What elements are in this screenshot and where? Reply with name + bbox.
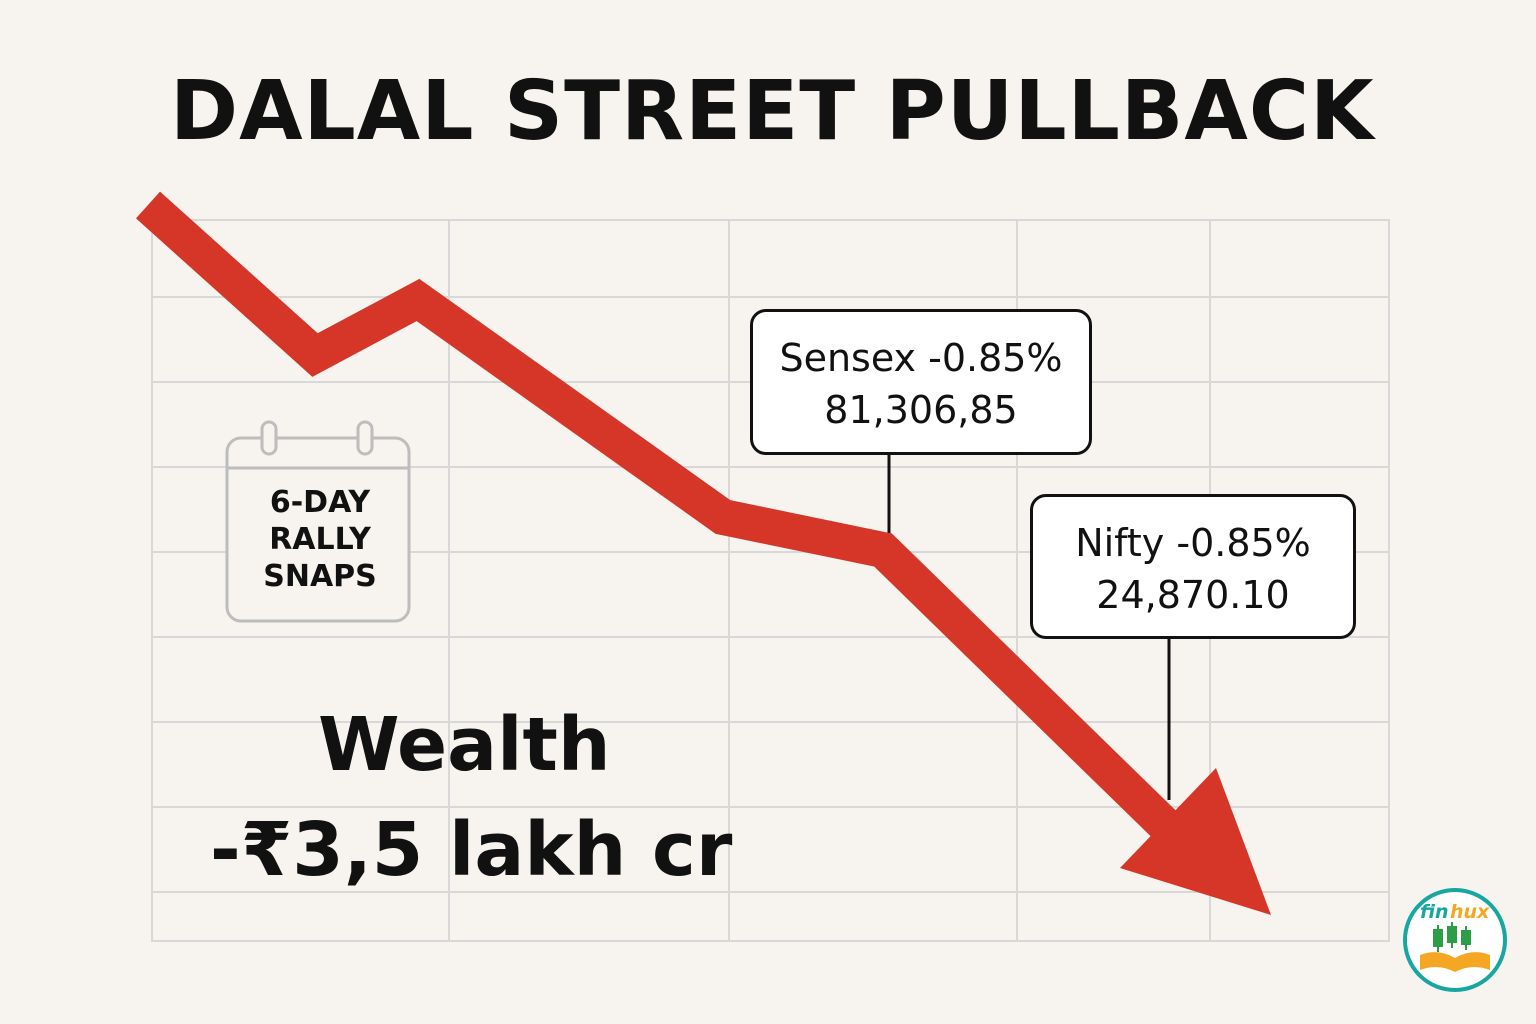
- calendar-icon: [225, 420, 411, 623]
- wealth-label: Wealth: [318, 702, 611, 788]
- nifty-value: 24,870.10: [1096, 573, 1290, 617]
- calendar-line: 6-DAY: [269, 485, 371, 520]
- wealth-value: -₹3,5 lakh cr: [210, 807, 733, 893]
- sensex-value: 81,306,85: [824, 388, 1018, 432]
- finhux-logo-icon: fin hux: [1403, 888, 1507, 992]
- calendar-line: RALLY: [269, 522, 371, 557]
- calendar-line: SNAPS: [263, 559, 377, 594]
- down-trend-arrow-icon: [135, 191, 1271, 915]
- nifty-callout: Nifty -0.85% 24,870.10: [1030, 494, 1356, 639]
- calendar-caption: 6-DAY RALLY SNAPS: [226, 484, 414, 595]
- callout-connectors: [887, 454, 1171, 800]
- page-title: DALAL STREET PULLBACK: [170, 64, 1375, 159]
- nifty-label: Nifty -0.85%: [1075, 521, 1311, 565]
- sensex-callout: Sensex -0.85% 81,306,85: [750, 309, 1092, 455]
- logo-text-fin: fin: [1420, 901, 1448, 923]
- sensex-label: Sensex -0.85%: [779, 336, 1063, 380]
- logo-text-hux: hux: [1450, 901, 1490, 923]
